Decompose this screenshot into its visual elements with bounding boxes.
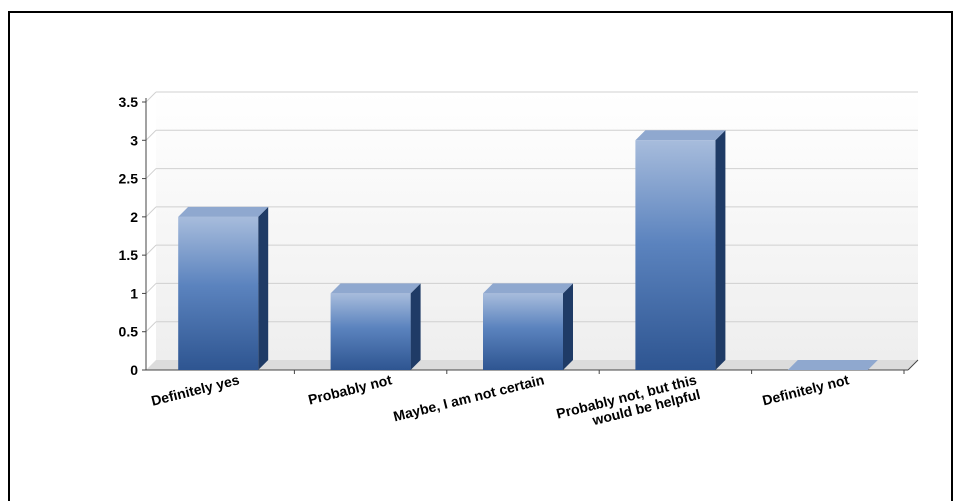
gridline-depth [145, 206, 157, 218]
bar-top [330, 283, 421, 294]
bar-side [715, 130, 726, 370]
gridline-depth [145, 129, 157, 141]
x-tick-label: Probably not, but thiswould be helpful [555, 371, 702, 436]
bar-top [178, 206, 269, 217]
x-tick-label: Probably not [306, 371, 393, 407]
x-tick-label-line: Definitely yes [149, 371, 241, 408]
bar [483, 283, 573, 370]
bar-top [635, 130, 726, 141]
gridline-depth [145, 91, 157, 103]
bar-front [178, 216, 259, 370]
bar [635, 130, 726, 370]
gridline-depth [145, 244, 157, 256]
bar-side [410, 283, 421, 370]
y-tick-label: 1.5 [119, 247, 139, 263]
bar [787, 360, 878, 370]
bar [178, 206, 269, 370]
bar-side [258, 206, 269, 370]
bar-front [483, 293, 563, 370]
bar-top [787, 360, 878, 370]
y-tick-label: 2.5 [119, 171, 139, 187]
x-tick-label-line: Probably not [306, 371, 393, 407]
gridline-depth [145, 321, 157, 333]
x-tick-label: Definitely yes [149, 371, 241, 408]
bar-side [563, 283, 573, 370]
bar-top [483, 283, 573, 294]
y-tick-label: 3.5 [119, 94, 139, 110]
bar [330, 283, 421, 370]
y-tick-label: 2 [130, 209, 138, 225]
y-tick-label: 1 [130, 285, 138, 301]
y-tick-label: 3 [130, 132, 138, 148]
x-tick-label-line: Maybe, I am not certain [392, 371, 546, 424]
bar-front [330, 293, 411, 370]
x-tick-label-line: Definitely not [761, 371, 851, 408]
x-axis-depth [907, 359, 919, 371]
y-tick-label: 0.5 [119, 324, 139, 340]
y-tick-label: 0 [130, 362, 138, 378]
bar-front [635, 140, 716, 370]
x-tick-label: Definitely not [761, 371, 851, 408]
x-tick-label: Maybe, I am not certain [392, 371, 546, 424]
gridline-depth [145, 283, 157, 294]
gridline-depth [145, 168, 157, 179]
